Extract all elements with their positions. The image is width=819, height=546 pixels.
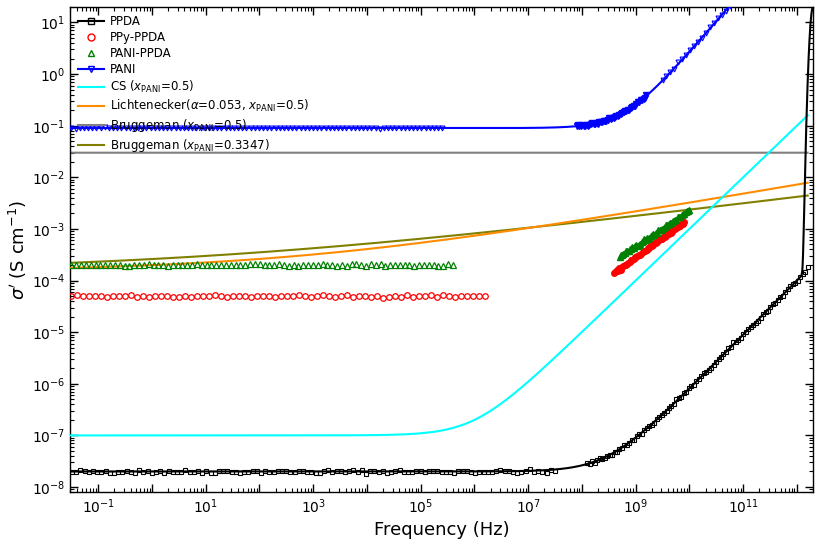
- Y-axis label: $\sigma'$ (S cm$^{-1}$): $\sigma'$ (S cm$^{-1}$): [7, 199, 29, 300]
- Legend: PPDA, PPy-PPDA, PANI-PPDA, PANI, CS ($x_\mathregular{PANI}$=0.5), Lichtenecker($: PPDA, PPy-PPDA, PANI-PPDA, PANI, CS ($x_…: [76, 13, 312, 157]
- X-axis label: Frequency (Hz): Frequency (Hz): [373, 521, 509, 539]
